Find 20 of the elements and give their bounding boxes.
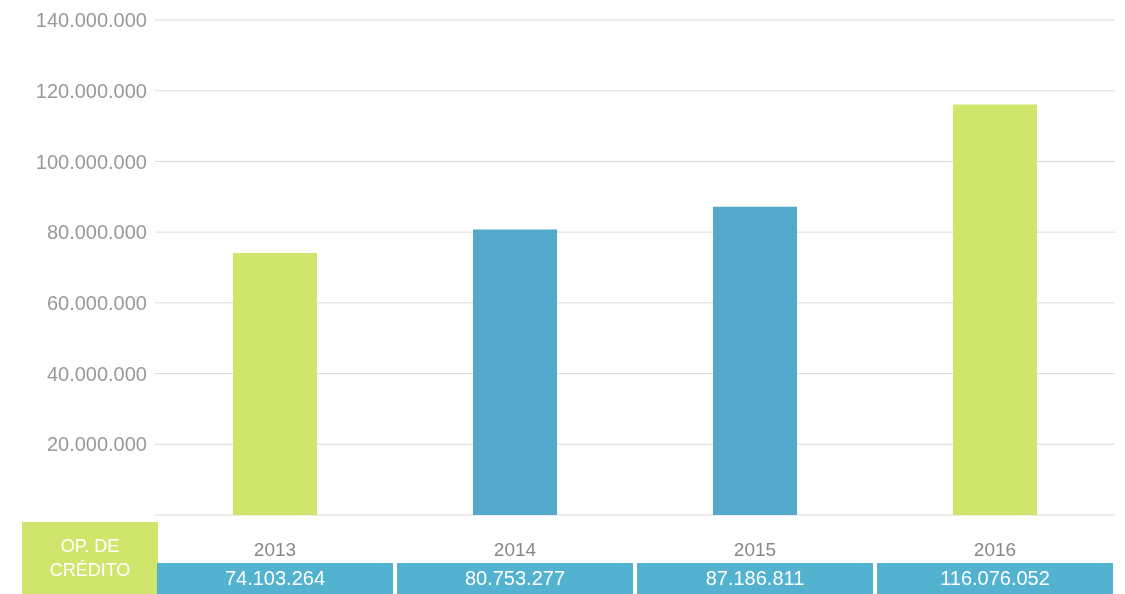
data-label: 74.103.264 <box>157 563 393 594</box>
bar <box>713 206 797 515</box>
y-tick-label: 100.000.000 <box>35 150 147 173</box>
bar <box>233 252 317 515</box>
y-tick-label: 80.000.000 <box>46 221 147 244</box>
data-label: 116.076.052 <box>877 563 1113 594</box>
bar <box>473 229 557 515</box>
y-tick-label: 40.000.000 <box>46 362 147 385</box>
text: OP. DE CRÉDITO <box>22 522 158 594</box>
data-label: 80.753.277 <box>397 563 633 594</box>
data-label: 87.186.811 <box>637 563 873 594</box>
y-tick-label: 140.000.000 <box>35 9 147 32</box>
y-tick-label: 60.000.000 <box>46 291 147 314</box>
x-tick-label: 2013 <box>253 539 297 561</box>
bar <box>953 104 1037 515</box>
x-tick-label: 2016 <box>973 539 1017 561</box>
x-tick-label: 2015 <box>733 539 777 561</box>
x-tick-label: 2014 <box>493 539 537 561</box>
y-tick-label: 20.000.000 <box>46 433 147 456</box>
y-tick-label: 120.000.000 <box>35 79 147 102</box>
